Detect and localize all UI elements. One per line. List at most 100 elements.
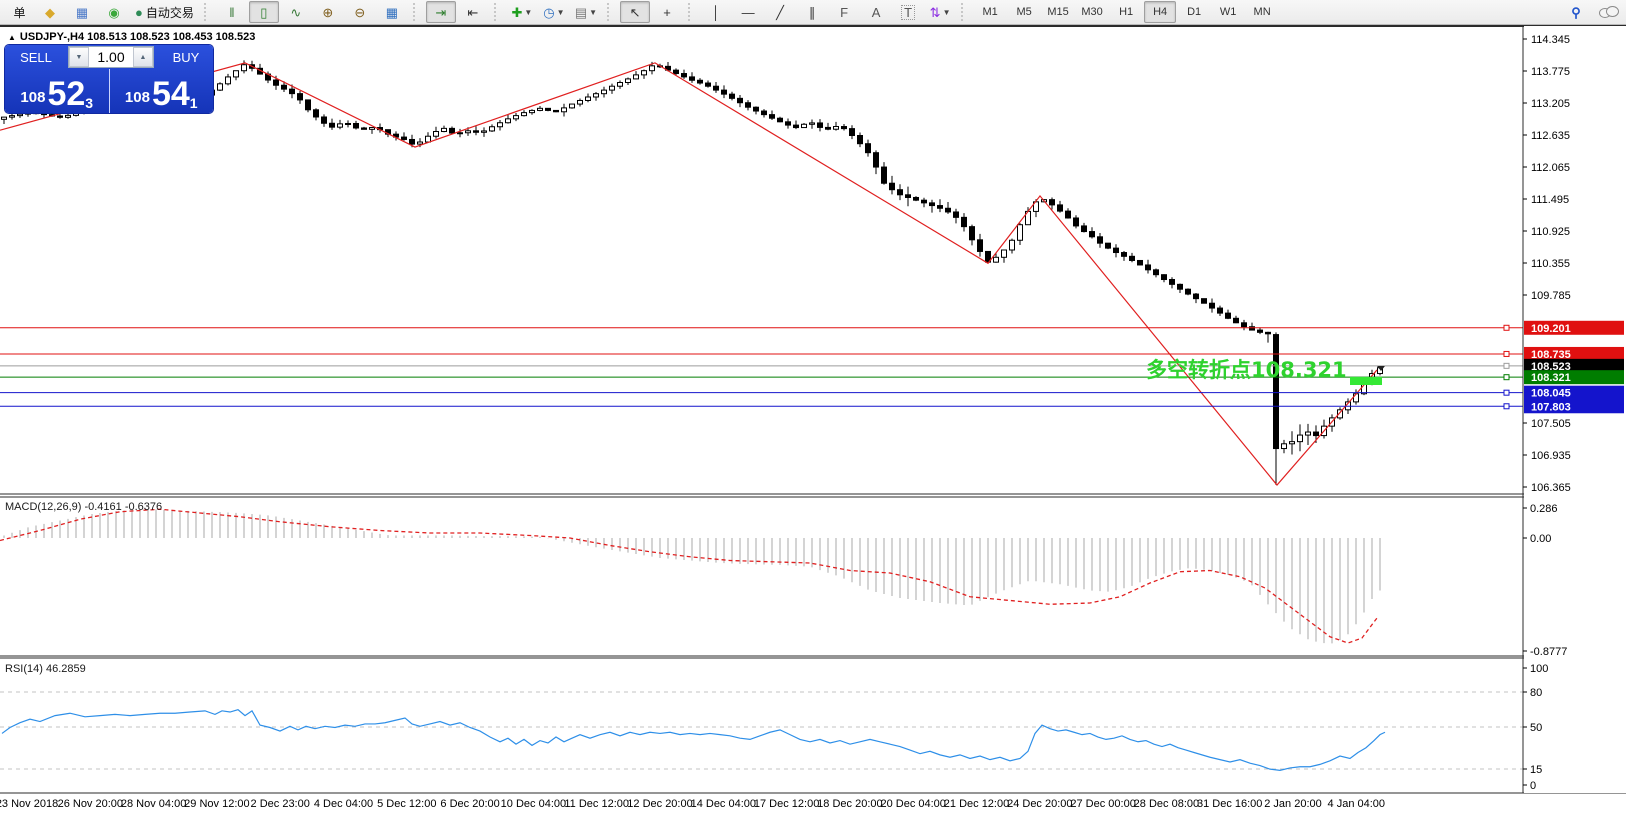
fibonacci-tool[interactable]: F xyxy=(840,4,849,20)
timeframe-h4[interactable]: H4 xyxy=(1144,1,1177,23)
time-axis-label[interactable]: 2 Dec 23:00 xyxy=(251,798,310,810)
time-axis-label[interactable]: 28 Nov 04:00 xyxy=(121,798,186,810)
time-axis-label[interactable]: 18 Dec 20:00 xyxy=(817,798,882,810)
time-axis-label[interactable]: 20 Dec 04:00 xyxy=(880,798,945,810)
time-axis-label[interactable]: 26 Nov 20:00 xyxy=(58,798,123,810)
timeframe-d1[interactable]: D1 xyxy=(1187,6,1202,18)
candle-up xyxy=(337,123,343,128)
horizontal-line-tool[interactable]: — xyxy=(741,4,755,20)
vertical-line-tool[interactable]: │ xyxy=(712,4,721,20)
templates-button[interactable]: ▤ ▼ xyxy=(574,4,598,20)
bar-chart-button[interactable]: ‖ xyxy=(229,4,235,20)
time-axis-label[interactable]: 27 Dec 00:00 xyxy=(1070,798,1135,810)
volume-input[interactable] xyxy=(89,47,133,67)
turning-point-annotation[interactable]: 多空转折点108.321 xyxy=(1146,358,1347,382)
toolbar-separator xyxy=(607,3,614,21)
candlestick-chart-button[interactable]: ▯ xyxy=(248,1,279,23)
timeframe-m30[interactable]: M30 xyxy=(1081,6,1103,18)
zoom-in-button[interactable]: ⊕ xyxy=(322,4,334,20)
price-tick-label: 109.785 xyxy=(1531,290,1571,302)
market-watch-icon[interactable]: ▦ xyxy=(75,4,89,20)
time-axis-label[interactable]: 12 Dec 20:00 xyxy=(627,798,692,810)
price-level-handle[interactable] xyxy=(1503,403,1510,410)
search-button[interactable]: ⚲ xyxy=(1571,4,1581,20)
time-axis-label[interactable]: 4 Jan 04:00 xyxy=(1328,798,1386,810)
candle-down xyxy=(849,128,855,137)
price-level-handle[interactable] xyxy=(1503,389,1510,396)
time-axis-label[interactable]: 4 Dec 04:00 xyxy=(314,798,373,810)
autotrading-button[interactable]: ● 自动交易 xyxy=(131,1,198,23)
symbol-info-bar[interactable]: ▲ USDJPY-,H4 108.513 108.523 108.453 108.… xyxy=(8,31,255,43)
timeframe-m1[interactable]: M1 xyxy=(982,6,998,18)
time-axis-label[interactable]: 24 Dec 20:00 xyxy=(1007,798,1072,810)
trendline-tool[interactable]: ╱ xyxy=(776,4,784,20)
time-axis-label[interactable]: 29 Nov 12:00 xyxy=(184,798,249,810)
chart-shift-button[interactable]: ⇤ xyxy=(467,4,479,20)
candle-down xyxy=(57,115,63,118)
sell-price[interactable]: 108 52 3 xyxy=(5,69,110,113)
macd-signal-line xyxy=(0,508,1378,644)
time-axis-label[interactable]: 31 Dec 16:00 xyxy=(1197,798,1262,810)
candle-down xyxy=(553,109,559,113)
price-level-handle[interactable] xyxy=(1503,362,1510,369)
price-tick-label: 106.935 xyxy=(1531,450,1571,462)
price-level-box xyxy=(1524,358,1624,373)
price-level-handle[interactable] xyxy=(1503,350,1510,357)
text-label-tool[interactable]: T xyxy=(893,1,923,23)
arrows-tool[interactable]: ⇅ ▼ xyxy=(929,4,951,20)
timeframe-mn[interactable]: MN xyxy=(1253,6,1271,18)
auto-scroll-button[interactable]: ⇥ xyxy=(425,1,456,23)
tile-windows-button[interactable]: ▦ xyxy=(385,4,399,20)
time-axis-label[interactable]: 17 Dec 12:00 xyxy=(754,798,819,810)
time-axis-label[interactable]: 23 Nov 2018 xyxy=(0,798,58,810)
cursor-tool-button[interactable]: ↖ xyxy=(620,1,651,23)
buy-button[interactable]: BUY xyxy=(172,49,200,65)
volume-increase-button[interactable]: ▲ xyxy=(133,47,153,67)
timeframe-m15[interactable]: M15 xyxy=(1047,6,1069,18)
channel-tool[interactable]: ∥ xyxy=(808,4,816,20)
collapse-panel-icon[interactable]: ▲ xyxy=(8,33,16,42)
candle-up xyxy=(521,112,527,117)
candle-up xyxy=(417,141,423,145)
periods-button[interactable]: ◷ ▼ xyxy=(543,4,565,20)
candle-down xyxy=(321,116,327,124)
candle-down xyxy=(1081,225,1087,233)
zoom-out-button[interactable]: ⊖ xyxy=(354,4,366,20)
new-order-label: 单 xyxy=(13,5,26,20)
green-highlight-bar[interactable] xyxy=(1350,377,1382,385)
line-chart-button[interactable]: ∿ xyxy=(290,4,302,20)
new-order-button[interactable]: 单 xyxy=(3,1,33,23)
timeframe-h1[interactable]: H1 xyxy=(1119,6,1134,18)
indicators-button[interactable]: ✚ ▼ xyxy=(511,4,533,20)
time-axis-label[interactable]: 28 Dec 08:00 xyxy=(1134,798,1199,810)
time-axis-label[interactable]: 6 Dec 20:00 xyxy=(440,798,499,810)
candle-up xyxy=(1009,239,1015,251)
time-axis-label[interactable]: 5 Dec 12:00 xyxy=(377,798,436,810)
time-axis-label[interactable]: 10 Dec 04:00 xyxy=(501,798,566,810)
candle-up xyxy=(233,70,239,78)
text-tool[interactable]: A xyxy=(871,4,881,20)
volume-decrease-button[interactable]: ▼ xyxy=(69,47,89,67)
main-toolbar: 单 ◆ ▦ ◉ ● 自动交易 ‖ ▯ ∿ ⊕ ⊖ ▦ ⇥ ⇤ ✚ ▼ ◷ ▼ ▤ ▼ … xyxy=(0,0,1626,25)
timeframe-w1[interactable]: W1 xyxy=(1219,6,1237,18)
time-axis-label[interactable]: 14 Dec 04:00 xyxy=(691,798,756,810)
zigzag-line[interactable] xyxy=(0,62,1378,486)
time-axis-label[interactable]: 21 Dec 12:00 xyxy=(944,798,1009,810)
candle-down xyxy=(913,196,919,201)
candle-up xyxy=(1337,409,1343,419)
buy-price[interactable]: 108 54 1 xyxy=(124,75,198,113)
time-axis-label[interactable]: 2 Jan 20:00 xyxy=(1264,798,1322,810)
chat-button[interactable] xyxy=(1593,1,1623,23)
sell-button[interactable]: SELL xyxy=(20,49,52,65)
price-level-handle[interactable] xyxy=(1503,374,1510,381)
price-level-handle[interactable] xyxy=(1503,324,1510,331)
crosshair-tool-button[interactable]: + xyxy=(663,4,671,20)
macd-pane-title: MACD(12,26,9) -0.4161 -0.6376 xyxy=(5,501,162,513)
data-window-icon[interactable]: ◉ xyxy=(108,4,120,20)
time-axis-label[interactable]: 11 Dec 12:00 xyxy=(564,798,629,810)
timeframe-m5[interactable]: M5 xyxy=(1016,6,1032,18)
navigator-icon[interactable]: ◆ xyxy=(45,4,55,20)
candle-up xyxy=(633,74,639,80)
macd-tick-label: 0.286 xyxy=(1530,503,1558,515)
